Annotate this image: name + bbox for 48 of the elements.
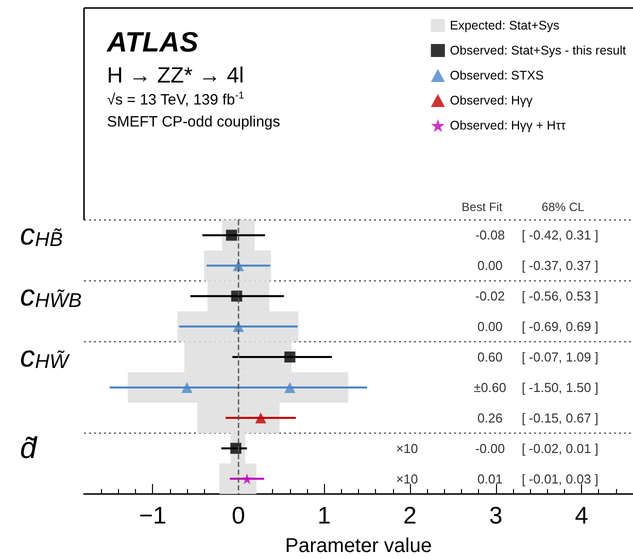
point — [226, 230, 238, 241]
x-tick-label: 0 — [232, 502, 246, 530]
legend-label: Observed: Hγγ — [450, 94, 534, 108]
text: 68% CL — [542, 200, 585, 214]
chart-subtitle: H → ZZ* → 4l — [107, 62, 244, 88]
annotation: 0.26 — [477, 410, 503, 426]
point — [231, 290, 242, 302]
y-tick-label: cHW̃B — [20, 280, 82, 313]
annotation: 0.01 — [477, 471, 503, 486]
annotation: ×10 — [396, 471, 418, 486]
y-tick-label: d̃ — [20, 432, 38, 465]
legend-label: Expected: Stat+Sys — [450, 18, 560, 32]
annotation: [ -0.02, 0.01 ] — [522, 440, 598, 456]
legend-label: Observed: Hγγ + Hττ — [450, 118, 566, 132]
chart-title: ATLAS — [106, 26, 199, 58]
text: SMEFT CP-odd couplings — [107, 114, 280, 130]
annotation: -0.02 — [475, 288, 505, 304]
y-tick-label: cHB̃ — [20, 218, 63, 252]
annotation: [ -0.56, 0.53 ] — [522, 288, 598, 304]
x-tick-label: 1 — [318, 502, 331, 530]
annotation: 0.00 — [477, 258, 503, 274]
annotation: -0.08 — [475, 228, 505, 243]
x-tick-label: −1 — [138, 502, 166, 530]
text: Best Fit — [462, 200, 503, 214]
legend-label: Observed: Stat+Sys - this result — [450, 44, 627, 58]
annotation: 0.60 — [477, 350, 503, 364]
annotation: ±0.60 — [474, 380, 506, 395]
point — [181, 382, 192, 393]
annotation: [ -0.15, 0.67 ] — [522, 410, 598, 426]
annotation: [ -0.69, 0.69 ] — [522, 319, 598, 334]
y-tick-label: cHW̃ — [20, 340, 70, 374]
legend-label: Observed: STXS — [450, 68, 544, 82]
x-tick-label: 3 — [489, 502, 502, 530]
x-axis-title: Parameter value — [285, 535, 432, 557]
annotation: 0.00 — [477, 319, 503, 334]
point — [255, 412, 266, 424]
point — [284, 352, 296, 362]
annotation: [ -0.07, 1.09 ] — [522, 350, 598, 364]
annotation: [ -0.42, 0.31 ] — [522, 228, 598, 243]
annotation: [ -0.01, 0.03 ] — [522, 471, 598, 486]
x-tick-label: 2 — [403, 502, 417, 530]
annotation: [ -0.37, 0.37 ] — [522, 258, 598, 274]
annotation: [ -1.50, 1.50 ] — [522, 380, 598, 395]
point — [284, 382, 296, 393]
annotation: ×10 — [396, 440, 418, 456]
x-tick-label: 4 — [574, 502, 588, 530]
annotation: -0.00 — [475, 440, 505, 456]
point — [241, 473, 252, 484]
